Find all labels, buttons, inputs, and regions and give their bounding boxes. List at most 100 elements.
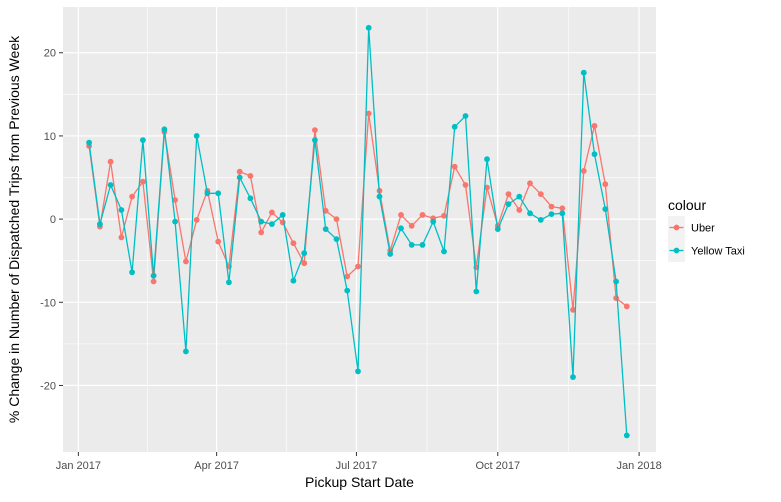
- yellow-taxi-point: [301, 250, 308, 257]
- yellow-taxi-point: [107, 182, 114, 188]
- uber-point: [408, 222, 415, 229]
- uber-point: [333, 216, 340, 223]
- uber-point: [623, 303, 630, 310]
- uber-point: [312, 127, 318, 133]
- yellow-taxi-point: [398, 225, 404, 232]
- yellow-taxi-point: [516, 193, 523, 200]
- uber-point: [580, 168, 587, 174]
- yellow-taxi-point: [376, 193, 383, 200]
- yellow-taxi-point: [97, 221, 103, 228]
- yellow-taxi-point: [258, 218, 265, 225]
- yellow-taxi-point: [118, 207, 125, 213]
- uber-point: [441, 212, 447, 219]
- legend-key-point: [673, 247, 680, 254]
- yellow-taxi-point: [559, 210, 566, 217]
- uber-point: [107, 158, 114, 165]
- uber-point: [140, 178, 146, 185]
- yellow-taxi-point: [215, 190, 222, 197]
- uber-point: [484, 184, 490, 191]
- uber-point: [247, 173, 254, 179]
- x-tick-label: Jul 2017: [336, 460, 378, 472]
- uber-point: [301, 260, 308, 267]
- yellow-taxi-point: [602, 206, 609, 213]
- yellow-taxi-point: [333, 236, 340, 243]
- uber-point: [570, 306, 576, 313]
- uber-point: [365, 110, 372, 117]
- yellow-taxi-point: [344, 287, 351, 294]
- yellow-taxi-point: [441, 248, 447, 255]
- uber-point: [193, 217, 200, 223]
- uber-point: [118, 234, 125, 241]
- yellow-taxi-point: [226, 279, 232, 286]
- x-axis: Jan 2017 Apr 2017 Jul 2017 Oct 2017 Jan 2018: [56, 452, 662, 472]
- uber-point: [527, 180, 533, 187]
- yellow-taxi-point: [247, 195, 254, 202]
- yellow-taxi-point: [365, 24, 372, 31]
- yellow-taxi-point: [430, 218, 437, 225]
- yellow-taxi-point: [462, 113, 469, 119]
- y-tick-label: -20: [40, 380, 56, 392]
- uber-point: [215, 238, 222, 245]
- yellow-taxi-point: [451, 123, 458, 130]
- yellow-taxi-point: [193, 133, 200, 139]
- series-layer: [86, 24, 630, 439]
- uber-point: [613, 295, 619, 301]
- uber-point: [419, 212, 426, 218]
- yellow-taxi-point: [527, 210, 533, 217]
- uber-point: [236, 168, 243, 175]
- yellow-taxi-point: [269, 221, 275, 228]
- y-axis-title: % Change in Number of Dispatched Trips f…: [6, 35, 22, 423]
- yellow-taxi-point: [161, 126, 168, 133]
- y-axis: 20 10 0 -10 -20: [40, 48, 63, 392]
- yellow-taxi-point: [591, 151, 598, 158]
- uber-point: [516, 207, 523, 213]
- x-tick-label: Oct 2017: [475, 460, 520, 472]
- uber-point: [258, 229, 265, 236]
- y-tick-label: 10: [44, 131, 56, 143]
- x-axis-title: Pickup Start Date: [305, 474, 414, 490]
- x-tick-label: Apr 2017: [194, 460, 239, 472]
- yellow-taxi-point: [236, 174, 243, 181]
- uber-point: [591, 123, 598, 129]
- uber-point: [269, 209, 275, 216]
- uber-point: [129, 193, 136, 200]
- yellow-taxi-point: [279, 212, 286, 218]
- uber-point: [559, 205, 566, 212]
- yellow-taxi-point: [183, 348, 189, 355]
- yellow-taxi-point: [322, 226, 329, 233]
- yellow-taxi-point: [537, 217, 544, 223]
- uber-point: [150, 278, 157, 285]
- x-tick-label: Jan 2017: [56, 460, 101, 472]
- uber-point: [451, 163, 458, 170]
- yellow-taxi-point: [419, 242, 426, 248]
- yellow-taxi-point: [355, 368, 361, 375]
- yellow-taxi-point: [290, 277, 297, 284]
- legend-label-yellow-taxi: Yellow Taxi: [691, 246, 745, 258]
- yellow-taxi-point: [548, 211, 555, 218]
- yellow-taxi-point: [473, 288, 480, 295]
- y-tick-label: 0: [50, 214, 56, 226]
- yellow-taxi-point: [505, 201, 512, 208]
- yellow-taxi-point: [570, 374, 576, 380]
- uber-point: [505, 191, 512, 198]
- yellow-taxi-point: [484, 156, 490, 163]
- yellow-taxi-point: [494, 226, 501, 233]
- yellow-taxi-point: [204, 190, 211, 197]
- legend-key-point: [673, 224, 680, 231]
- panel-background: [63, 7, 656, 452]
- yellow-taxi-point: [140, 137, 146, 144]
- major-gridlines: [63, 7, 656, 452]
- yellow-taxi-point: [580, 69, 587, 76]
- y-tick-label: 20: [44, 48, 56, 60]
- yellow-taxi-point: [613, 278, 619, 285]
- uber-point: [183, 258, 189, 265]
- series-yellow-taxi: [86, 24, 630, 439]
- yellow-taxi-point: [129, 269, 136, 276]
- yellow-taxi-point: [312, 137, 318, 144]
- yellow-taxi-point: [86, 139, 92, 146]
- uber-point: [398, 212, 404, 218]
- yellow-taxi-point: [387, 251, 394, 257]
- uber-point: [290, 240, 297, 247]
